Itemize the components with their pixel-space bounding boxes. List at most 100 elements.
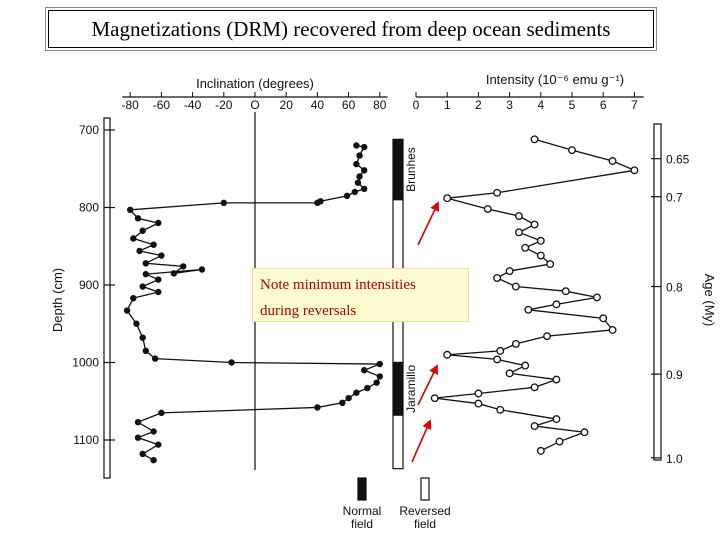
age-tick-label: 0.9 [666, 368, 683, 382]
inclination-point [180, 263, 187, 270]
inclination-point [134, 215, 142, 222]
annotation-arrows [411, 201, 440, 463]
age-tick-label: 1.0 [666, 452, 683, 466]
inclination-point [364, 384, 371, 392]
inclination-point [155, 288, 162, 296]
legend-label-line1: Reversed [399, 504, 450, 518]
intensity-point [515, 228, 523, 237]
age-axis-title: Age (My) [702, 274, 717, 327]
reversal-arrow [411, 419, 432, 463]
intensity-point [496, 346, 505, 355]
depth-tick-label: 700 [79, 123, 99, 137]
inclination-point [158, 409, 165, 417]
intensity-point [443, 194, 452, 203]
inclination-point [150, 428, 157, 435]
inclination-point [139, 283, 146, 290]
inclination-point [139, 334, 146, 341]
inclination-point [220, 199, 227, 207]
intensity-tick-label: 0 [413, 98, 420, 112]
inclination-point [142, 270, 149, 278]
inclination-point [356, 173, 363, 180]
intensity-point [474, 389, 483, 398]
intensity-point [505, 369, 514, 378]
inclination-tick-label: 80 [373, 98, 387, 112]
note-line-1: Note minimum intensities [260, 277, 416, 293]
inclination-tick-label: 60 [342, 98, 356, 112]
inclination-point [130, 294, 137, 302]
inclination-point [353, 160, 360, 168]
inclination-point [361, 143, 368, 151]
intensity-point [546, 260, 555, 269]
inclination-point [139, 227, 146, 234]
polarity-segment-normal [392, 361, 404, 416]
inclination-series-line [126, 144, 381, 461]
legend-label-line2: field [351, 517, 373, 531]
intensity-point [493, 274, 502, 282]
intensity-axis-title: Intensity (10⁻⁶ emu g⁻¹) [486, 72, 624, 87]
inclination-point [151, 355, 159, 362]
polarity-segment-reversed [392, 414, 404, 470]
polarity-segment-normal [392, 138, 404, 201]
intensity-point [521, 361, 530, 370]
inclination-point [314, 199, 321, 207]
intensity-point [430, 394, 439, 403]
inclination-tick-label: 20 [280, 98, 294, 112]
inclination-point [142, 260, 149, 267]
depth-axis-title: Depth (cm) [50, 268, 65, 332]
intensity-point [524, 305, 533, 314]
inclination-point [155, 441, 162, 448]
intensity-tick-label: 6 [600, 98, 607, 112]
inclination-tick-label: -20 [215, 98, 233, 112]
inclination-point [134, 434, 142, 441]
intensity-point [493, 188, 502, 197]
intensity-point [530, 383, 539, 392]
intensity-point [608, 157, 617, 165]
inclination-point [136, 247, 143, 255]
inclination-point [130, 235, 137, 242]
inclination-point [314, 404, 321, 411]
intensity-point [593, 293, 601, 302]
intensity-point [515, 212, 523, 220]
inclination-point [127, 206, 134, 214]
inclination-point [361, 367, 368, 374]
intensity-point [493, 355, 502, 364]
age-tick-label: 0.8 [666, 281, 683, 295]
intensity-point [474, 399, 483, 408]
intensity-point [530, 422, 539, 430]
inclination-point [155, 276, 162, 283]
depth-tick-label: 800 [79, 201, 99, 215]
annotation-note: Note minimum intensities during reversal… [252, 268, 469, 322]
intensity-tick-label: 7 [631, 98, 638, 112]
depth-tick-label: 900 [79, 278, 99, 292]
intensity-point [552, 375, 561, 384]
inclination-point [228, 359, 235, 366]
polarity-chron-label: Brunhes [404, 147, 418, 192]
reversal-arrow [417, 364, 438, 406]
intensity-point [543, 332, 551, 341]
intensity-tick-label: 1 [444, 98, 451, 112]
legend-label-line1: Normal [343, 504, 382, 518]
reversal-arrow [417, 201, 440, 246]
inclination-point [170, 270, 178, 277]
intensity-tick-label: 4 [537, 98, 544, 112]
inclination-point [123, 307, 131, 314]
age-tick-label: 0.7 [666, 191, 683, 205]
age-tick-label: 0.65 [666, 153, 690, 167]
inclination-point [339, 399, 346, 406]
intensity-point [552, 300, 561, 309]
intensity-point [561, 287, 570, 296]
inclination-point [361, 185, 368, 193]
intensity-point [530, 135, 539, 144]
inclination-point [353, 389, 360, 396]
intensity-panel: 0 1 2 3 4 5 6 7 Intensity (10⁻⁶ emu g⁻¹) [413, 72, 644, 455]
inclination-point [373, 379, 380, 386]
page-title: Magnetizations (DRM) recovered from deep… [91, 17, 611, 41]
intensity-tick-label: 3 [506, 98, 513, 112]
note-line-2: during reversals [260, 303, 357, 319]
intensity-point [505, 267, 514, 275]
inclination-point [351, 188, 359, 196]
inclination-point [158, 252, 165, 259]
intensity-tick-label: 5 [569, 98, 576, 112]
